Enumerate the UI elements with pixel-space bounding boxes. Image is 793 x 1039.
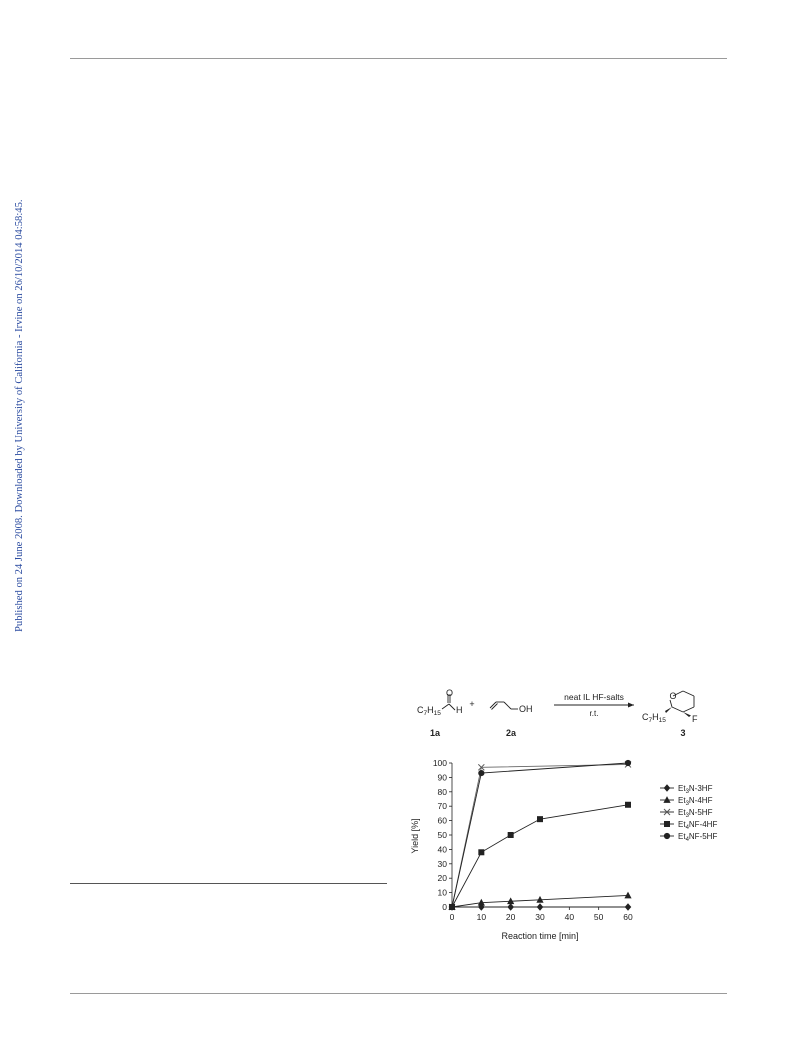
data-point-triangle xyxy=(477,898,485,906)
footer-rule xyxy=(70,993,727,994)
reactant-1-label: 1a xyxy=(430,728,441,738)
plus-sign: + xyxy=(469,699,474,709)
data-point-diamond xyxy=(507,903,514,911)
x-tick-label: 60 xyxy=(623,912,633,922)
legend-entry: Et3N-5HF xyxy=(678,808,713,819)
legend-entry: Et3N-4HF xyxy=(678,796,713,807)
y-tick-label: 40 xyxy=(438,844,448,854)
y-tick-label: 10 xyxy=(438,888,448,898)
conditions-label: r.t. xyxy=(590,709,599,718)
legend-marker-x xyxy=(663,808,671,816)
product-oxygen: O xyxy=(669,691,676,701)
data-point-square xyxy=(537,816,543,823)
wedge-bond-icon xyxy=(683,712,691,717)
legend-entry: Et4NF-5HF xyxy=(678,832,717,843)
download-notice-link[interactable]: Published on 24 June 2008. Downloaded by… xyxy=(14,199,25,632)
data-point-triangle xyxy=(536,895,544,903)
product-label: 3 xyxy=(680,728,685,738)
y-tick-label: 30 xyxy=(438,859,448,869)
legend-marker-diamond xyxy=(663,784,671,792)
y-axis-label: Yield [%] xyxy=(410,818,420,853)
wedge-bond-icon xyxy=(665,707,672,713)
x-tick-label: 20 xyxy=(506,912,516,922)
data-point-triangle xyxy=(507,897,515,905)
footnote-rule xyxy=(70,883,387,884)
data-point-square xyxy=(478,849,485,856)
legend-marker-triangle xyxy=(663,796,671,803)
legend-entry: Et3N-3HF xyxy=(678,784,713,795)
chart-legend: Et3N-3HFEt3N-4HFEt3N-5HFEt4NF-4HFEt4NF-5… xyxy=(660,784,717,843)
y-tick-label: 80 xyxy=(438,787,448,797)
data-point-circle xyxy=(624,759,632,767)
y-tick-label: 90 xyxy=(438,772,448,782)
x-tick-label: 40 xyxy=(565,912,575,922)
reactant-1-oxygen: O xyxy=(446,688,453,698)
reaction-scheme: C7H15 O H 1a + OH 2a neat IL HF-salts r.… xyxy=(417,688,698,738)
data-point-circle xyxy=(478,769,485,777)
series-line-circle xyxy=(451,762,629,908)
reactant-1-formula: C7H15 xyxy=(417,705,441,717)
x-tick-label: 10 xyxy=(477,912,487,922)
y-tick-label: 20 xyxy=(438,873,448,883)
data-point-square xyxy=(625,801,631,808)
data-point-diamond xyxy=(536,903,544,911)
reactant-2-hydroxyl: OH xyxy=(519,704,533,714)
legend-marker-circle xyxy=(663,832,671,840)
x-axis-label: Reaction time [min] xyxy=(501,931,578,941)
data-point-triangle xyxy=(624,891,632,899)
reagent-label: neat IL HF-salts xyxy=(564,692,624,702)
data-point-circle xyxy=(448,903,456,911)
data-point-x xyxy=(477,763,485,771)
reactant-2-label: 2a xyxy=(506,728,517,738)
product-formula: C7H15 xyxy=(642,712,666,724)
reactant-1-hydrogen: H xyxy=(456,705,463,715)
legend-marker-square xyxy=(664,821,670,827)
chart-axes: 0 10 20 30 40 50 60 70 80 90 100 0 10 20 30 40 50 60 xyxy=(433,758,633,922)
y-tick-label: 60 xyxy=(438,816,448,826)
data-point-diamond xyxy=(624,903,632,911)
y-tick-label: 0 xyxy=(442,902,447,912)
yield-chart: 0 10 20 30 40 50 60 70 80 90 100 0 10 20 30 40 50 60 Et3N… xyxy=(410,758,717,941)
x-tick-label: 50 xyxy=(594,912,604,922)
x-tick-label: 30 xyxy=(535,912,545,922)
y-tick-label: 100 xyxy=(433,758,447,768)
data-point-square xyxy=(507,832,514,838)
x-tick-label: 0 xyxy=(450,912,455,922)
legend-entry: Et4NF-4HF xyxy=(678,820,717,831)
product-fluorine: F xyxy=(692,714,698,724)
header-rule xyxy=(70,58,727,59)
chart-series xyxy=(448,759,632,911)
y-tick-label: 70 xyxy=(438,801,448,811)
y-tick-label: 50 xyxy=(438,830,448,840)
